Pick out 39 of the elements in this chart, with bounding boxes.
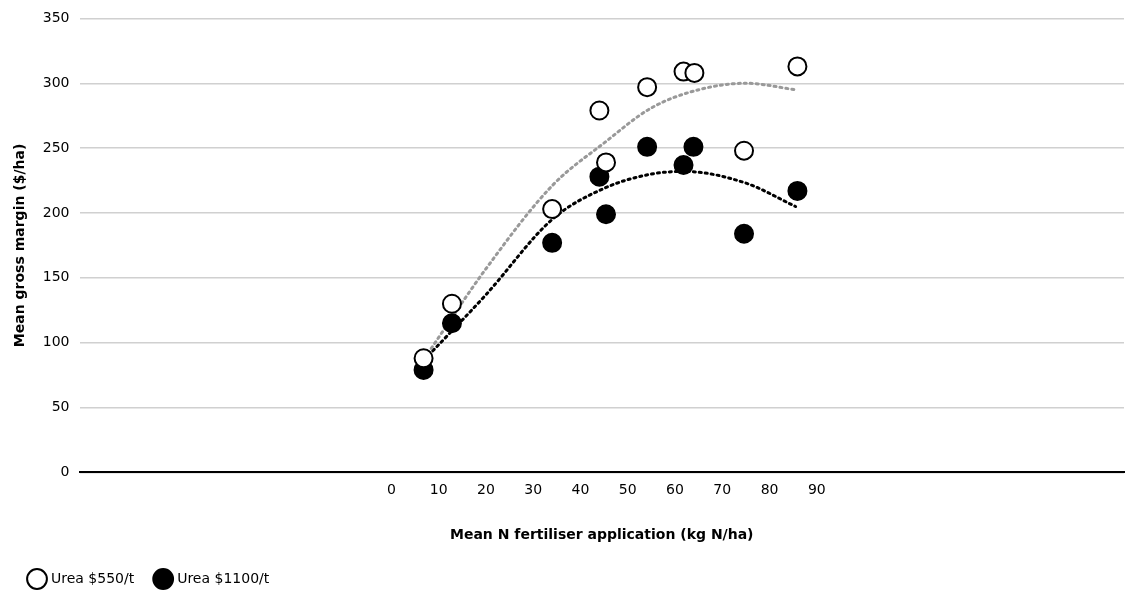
- legend-label: Urea $550/t: [51, 569, 135, 586]
- point: [673, 154, 694, 175]
- y-tick-label: 350: [42, 9, 70, 26]
- x-tick-label: 20: [477, 481, 495, 498]
- y-tick-label: 300: [42, 73, 70, 90]
- x-tick-label: 50: [618, 481, 637, 498]
- point: [734, 223, 755, 244]
- x-tick-label: 40: [571, 481, 590, 498]
- point: [441, 293, 462, 314]
- x-tick-label: 0: [386, 481, 396, 498]
- y-tick-label: 100: [42, 333, 70, 350]
- point: [596, 152, 617, 173]
- point: [596, 204, 617, 225]
- point: [441, 313, 462, 334]
- y-tick-label: 0: [60, 463, 70, 480]
- x-axis-title: Mean N fertiliser application (kg N/ha): [450, 526, 754, 543]
- x-tick-label: 30: [524, 481, 543, 498]
- x-tick-label: 90: [807, 481, 826, 498]
- point: [589, 100, 610, 121]
- point: [787, 56, 808, 77]
- y-axis-title: Mean gross margin ($/ha): [11, 143, 28, 348]
- point: [734, 140, 755, 161]
- point: [637, 136, 658, 157]
- legend-label: Urea $1100/t: [177, 569, 270, 586]
- point: [787, 180, 808, 201]
- x-tick-label: 70: [713, 481, 732, 498]
- y-tick-label: 200: [42, 203, 70, 220]
- y-tick-label: 50: [51, 398, 70, 415]
- point: [542, 199, 563, 220]
- x-tick-label: 10: [429, 481, 448, 498]
- point: [413, 348, 434, 369]
- y-tick-label: 250: [42, 138, 70, 155]
- x-tick-label: 80: [760, 481, 779, 498]
- point: [683, 136, 704, 157]
- point: [637, 77, 658, 98]
- y-tick-label: 150: [42, 268, 70, 285]
- point: [684, 62, 705, 83]
- x-tick-label: 60: [666, 481, 684, 498]
- point: [542, 232, 563, 253]
